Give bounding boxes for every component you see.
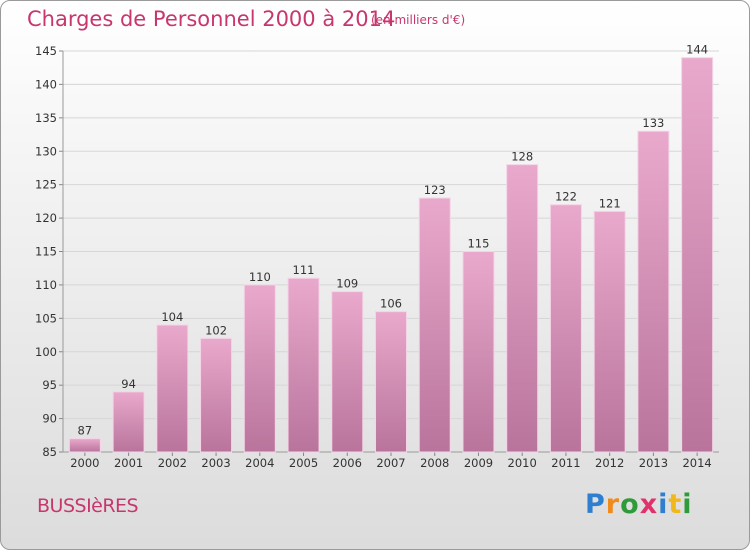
- place-name: BUSSIèRES: [37, 495, 139, 517]
- y-tick-label: 105: [35, 311, 57, 325]
- x-tick-label: 2000: [70, 456, 99, 470]
- data-label-2002: 104: [161, 310, 183, 324]
- x-tick-label: 2009: [464, 456, 493, 470]
- bar-2003: [200, 337, 233, 453]
- chart-subtitle: (en milliers d'€): [371, 13, 466, 27]
- x-tick-label: 2007: [376, 456, 405, 470]
- bar-2005: [287, 277, 320, 453]
- x-tick-label: 2005: [289, 456, 318, 470]
- chart-title: Charges de Personnel 2000 à 2014: [27, 7, 396, 31]
- x-tick-label: 2010: [508, 456, 537, 470]
- x-tick-label: 2004: [245, 456, 274, 470]
- data-label-2006: 109: [336, 277, 358, 291]
- data-label-2011: 122: [555, 190, 577, 204]
- data-label-2000: 87: [78, 424, 93, 438]
- x-tick-label: 2006: [333, 456, 362, 470]
- x-tick-label: 2011: [551, 456, 580, 470]
- bar-2000: [68, 438, 101, 453]
- bar-2001: [112, 391, 145, 453]
- logo-letter: x: [639, 489, 659, 520]
- tick-labels: 85 90 95 100 105 110 115 120 125 130 135 140 145 2000…: [35, 44, 712, 470]
- y-tick-label: 120: [35, 211, 57, 225]
- y-tick-label: 110: [35, 278, 57, 292]
- y-tick-label: 130: [35, 144, 57, 158]
- proxiti-logo: Proxiti: [585, 489, 693, 520]
- logo-letter: t: [668, 489, 683, 520]
- x-tick-label: 2002: [158, 456, 187, 470]
- data-label-2007: 106: [380, 297, 402, 311]
- y-tick-label: 115: [35, 245, 57, 259]
- bar-2013: [637, 130, 670, 453]
- y-tick-label: 145: [35, 44, 57, 58]
- x-tick-label: 2014: [682, 456, 711, 470]
- bar-2010: [506, 164, 539, 453]
- data-label-2013: 133: [642, 116, 664, 130]
- bar-2014: [681, 57, 714, 453]
- bar-2002: [156, 324, 189, 453]
- data-label-2012: 121: [599, 196, 621, 210]
- logo-letter: i: [658, 489, 669, 520]
- y-tick-label: 125: [35, 178, 57, 192]
- y-tick-label: 95: [42, 378, 57, 392]
- data-label-2005: 111: [293, 263, 315, 277]
- bar-2008: [418, 197, 451, 453]
- logo-letter: P: [585, 489, 606, 520]
- data-label-2014: 144: [686, 43, 708, 57]
- y-tick-label: 135: [35, 111, 57, 125]
- logo-letter: r: [605, 489, 621, 520]
- data-label-2008: 123: [424, 183, 446, 197]
- y-tick-label: 90: [42, 412, 57, 426]
- bar-2011: [549, 204, 582, 453]
- y-tick-label: 100: [35, 345, 57, 359]
- data-label-2001: 94: [121, 377, 136, 391]
- data-labels: 87 94 104 102 110 111 109 106 123 115 128 122 121 133…: [78, 43, 709, 438]
- bar-2012: [593, 210, 626, 453]
- logo-letter: i: [682, 489, 693, 520]
- bar-2009: [462, 251, 495, 453]
- bar-2004: [243, 284, 276, 453]
- x-tick-label: 2008: [420, 456, 449, 470]
- y-tick-label: 85: [42, 445, 57, 459]
- bars: [68, 57, 714, 453]
- data-label-2009: 115: [467, 237, 489, 251]
- data-label-2004: 110: [249, 270, 271, 284]
- x-tick-label: 2003: [201, 456, 230, 470]
- bar-2007: [375, 311, 407, 453]
- y-tick-label: 140: [35, 77, 57, 91]
- data-label-2010: 128: [511, 150, 533, 164]
- x-tick-label: 2001: [114, 456, 143, 470]
- x-tick-label: 2013: [639, 456, 668, 470]
- bar-2006: [331, 291, 364, 453]
- logo-letter: o: [620, 489, 640, 520]
- x-tick-label: 2012: [595, 456, 624, 470]
- data-label-2003: 102: [205, 323, 227, 337]
